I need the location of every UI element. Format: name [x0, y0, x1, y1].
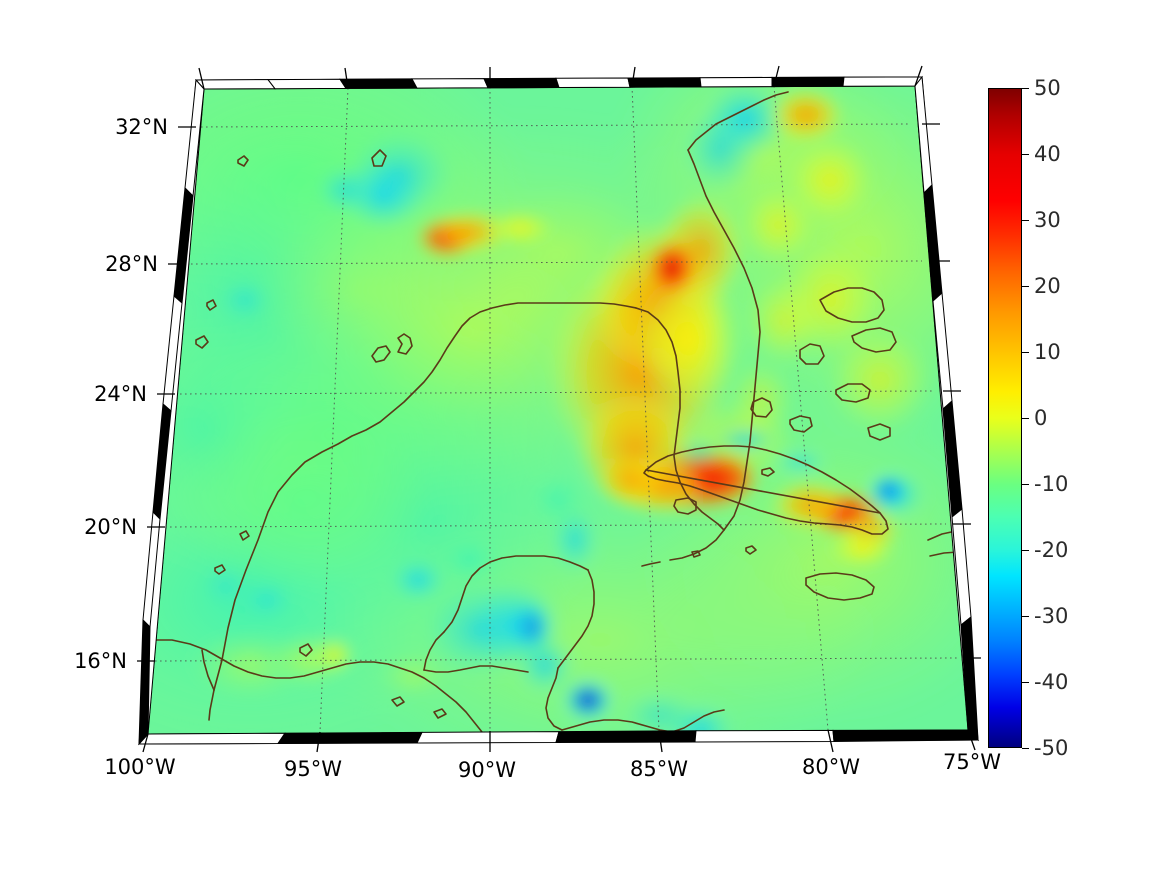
- cbar-label-m20: -20: [1034, 538, 1069, 562]
- map-canvas[interactable]: [0, 0, 1000, 800]
- cbar-label-m10: -10: [1034, 472, 1069, 496]
- colorbar[interactable]: [988, 88, 1022, 748]
- cbar-label-m50: -50: [1034, 736, 1069, 760]
- cbar-tick-m50: [1022, 748, 1029, 749]
- cbar-tick-20: [1022, 286, 1029, 287]
- cbar-tick-0: [1022, 418, 1029, 419]
- colorbar-gradient: [989, 89, 1021, 747]
- lon-label-75w: 75°W: [943, 750, 1001, 774]
- colorbar-ticks: 50 40 30 20 10 0 -10 -20 -30 -40 -50: [988, 76, 1108, 760]
- cbar-tick-m40: [1022, 682, 1029, 683]
- cbar-label-20: 20: [1034, 274, 1061, 298]
- lat-label-20n: 20°N: [84, 515, 137, 539]
- cbar-tick-10: [1022, 352, 1029, 353]
- graticule: [148, 86, 968, 734]
- cbar-tick-m30: [1022, 616, 1029, 617]
- lat-label-16n: 16°N: [74, 649, 127, 673]
- cbar-tick-30: [1022, 220, 1029, 221]
- lon-label-95w: 95°W: [284, 757, 342, 781]
- cbar-label-10: 10: [1034, 340, 1061, 364]
- lat-label-32n: 32°N: [115, 115, 168, 139]
- lon-label-85w: 85°W: [630, 757, 688, 781]
- cbar-tick-40: [1022, 154, 1029, 155]
- anomaly-field: [148, 86, 968, 734]
- map-panel: 32°N 28°N 24°N 20°N 16°N 100°W 95°W 90°W…: [0, 0, 1001, 800]
- cbar-label-m40: -40: [1034, 670, 1069, 694]
- lon-label-100w: 100°W: [104, 755, 176, 779]
- cbar-label-m30: -30: [1034, 604, 1069, 628]
- cbar-tick-m20: [1022, 550, 1029, 551]
- cbar-label-30: 30: [1034, 208, 1061, 232]
- lon-label-90w: 90°W: [458, 758, 516, 782]
- coastlines: [151, 91, 968, 733]
- map-frame: [137, 65, 981, 753]
- cbar-tick-50: [1022, 88, 1029, 89]
- cbar-label-50: 50: [1034, 76, 1061, 100]
- cbar-tick-m10: [1022, 484, 1029, 485]
- cbar-label-0: 0: [1034, 406, 1048, 430]
- lon-label-80w: 80°W: [802, 755, 860, 779]
- lat-label-28n: 28°N: [105, 252, 158, 276]
- lat-label-24n: 24°N: [94, 382, 147, 406]
- cbar-label-40: 40: [1034, 142, 1061, 166]
